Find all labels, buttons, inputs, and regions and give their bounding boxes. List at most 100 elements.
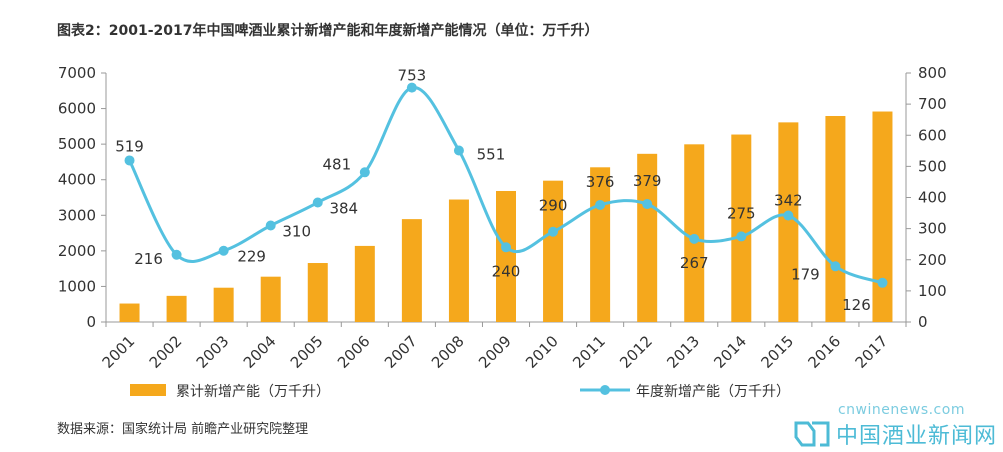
bar-2013 (684, 144, 705, 322)
bars-cumulative (119, 111, 893, 323)
data-label-2009: 240 (492, 262, 521, 280)
x-tick-label: 2005 (287, 332, 327, 372)
y-right-tick-label: 700 (918, 95, 947, 113)
y-right-tick-label: 500 (918, 157, 947, 175)
point-2010 (548, 226, 559, 237)
y-left-tick-label: 7000 (58, 64, 96, 82)
y-left-tick-label: 1000 (58, 277, 96, 295)
bar-2016 (825, 116, 846, 322)
x-tick-label: 2012 (616, 332, 656, 372)
x-tick-label: 2007 (381, 332, 421, 372)
y-right-tick-label: 400 (918, 189, 947, 207)
y-left-tick-label: 3000 (58, 206, 96, 224)
x-tick-label: 2009 (475, 332, 515, 372)
x-tick-label: 2003 (193, 332, 233, 372)
data-label-2004: 310 (282, 223, 311, 241)
x-tick-label: 2006 (334, 332, 374, 372)
data-label-2013: 267 (680, 254, 709, 272)
point-2015 (783, 210, 794, 221)
bar-2014 (731, 134, 752, 322)
point-2011 (595, 199, 606, 210)
watermark-url: cnwinenews.com (837, 402, 965, 418)
y-left-tick-label: 2000 (58, 242, 96, 260)
y-left-tick-label: 0 (86, 313, 96, 331)
data-label-2001: 519 (115, 137, 144, 155)
x-tick-label: 2008 (428, 332, 468, 372)
y-right-tick-label: 0 (918, 313, 928, 331)
x-tick-label: 2017 (852, 332, 892, 372)
legend-label-line: 年度新增产能（万千升） (636, 384, 790, 400)
x-tick-label: 2013 (663, 332, 703, 372)
bar-2009 (496, 190, 516, 322)
bar-2007 (401, 219, 422, 322)
bar-2017 (872, 111, 893, 322)
point-2012 (642, 199, 653, 210)
point-2007 (406, 82, 417, 93)
point-2005 (312, 197, 323, 208)
data-label-2008: 551 (477, 146, 506, 164)
y-right-tick-label: 600 (918, 126, 947, 144)
data-label-2005: 384 (329, 199, 358, 217)
point-2009 (501, 242, 511, 253)
bar-2015 (778, 122, 799, 323)
y-right-tick-label: 200 (918, 251, 947, 269)
data-label-2015: 342 (774, 192, 803, 210)
bar-2001 (119, 303, 140, 322)
legend-swatch-bar (130, 384, 166, 396)
data-label-2003: 229 (237, 248, 266, 266)
y-left-tick-label: 6000 (58, 100, 96, 118)
point-2003 (218, 245, 229, 256)
bar-2010 (543, 180, 564, 322)
point-2008 (453, 145, 464, 156)
data-label-2011: 376 (586, 173, 615, 191)
annual-capacity-line (128, 86, 883, 285)
x-tick-label: 2014 (710, 332, 750, 372)
bar-2003 (213, 287, 234, 322)
source-note: 数据来源：国家统计局 前瞻产业研究院整理 (57, 422, 309, 437)
chart-title: 图表2：2001-2017年中国啤酒业累计新增产能和年度新增产能情况（单位：万千… (57, 23, 599, 39)
data-label-2014: 275 (727, 204, 756, 222)
x-tick-label: 2002 (146, 332, 186, 372)
watermark: cnwinenews.com 中国酒业新闻网 (792, 402, 997, 450)
point-2001 (124, 155, 135, 166)
y-left-tick-label: 5000 (58, 135, 96, 153)
legend: 累计新增产能（万千升） 年度新增产能（万千升） (130, 384, 790, 400)
bar-2006 (354, 245, 375, 322)
bar-2008 (448, 199, 469, 322)
point-2004 (265, 220, 276, 231)
x-tick-label: 2011 (569, 332, 609, 372)
point-2016 (830, 261, 841, 272)
watermark-logo-icon (794, 421, 830, 447)
data-label-2007: 753 (398, 67, 427, 85)
x-tick-label: 2016 (805, 332, 845, 372)
y-right-tick-label: 100 (918, 282, 947, 300)
point-2017 (877, 277, 888, 288)
legend-swatch-marker (600, 385, 610, 395)
x-tick-label: 2010 (522, 332, 562, 372)
line-annual (124, 82, 888, 288)
data-label-2017: 126 (842, 296, 871, 314)
data-label-2010: 290 (539, 197, 568, 215)
watermark-name: 中国酒业新闻网 (835, 424, 997, 449)
point-2006 (359, 167, 370, 178)
data-label-2012: 379 (633, 172, 662, 190)
x-tick-label: 2004 (240, 332, 280, 372)
point-2002 (171, 249, 182, 260)
x-tick-label: 2001 (99, 332, 139, 372)
data-labels: 519 216 229 310 384 481 753 551 240 290 376 379 267 2… (115, 67, 871, 314)
y-right-tick-label: 800 (918, 64, 947, 82)
bar-2012 (637, 153, 658, 322)
data-label-2006: 481 (323, 155, 352, 173)
point-2014 (736, 231, 747, 242)
y-right-tick-label: 300 (918, 220, 947, 238)
y-left-tick-label: 4000 (58, 171, 96, 189)
legend-label-bar: 累计新增产能（万千升） (176, 384, 330, 400)
bar-2005 (307, 263, 328, 322)
point-2013 (689, 233, 700, 244)
x-tick-label: 2015 (757, 332, 797, 372)
data-label-2002: 216 (134, 250, 163, 268)
bar-2004 (260, 276, 281, 322)
bar-2002 (166, 295, 187, 322)
data-label-2016: 179 (791, 265, 820, 283)
